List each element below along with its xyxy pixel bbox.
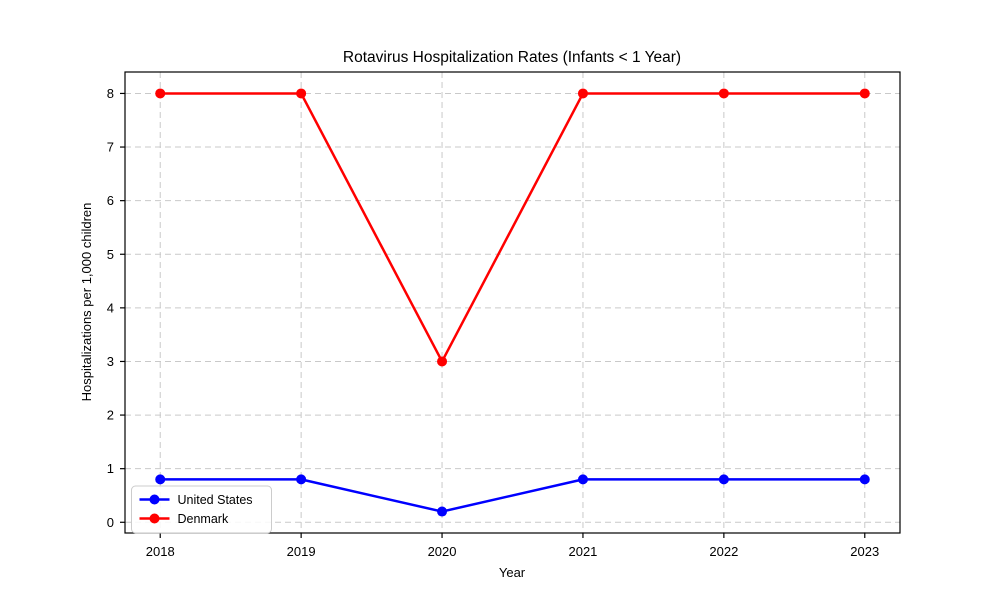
y-tick-label: 7 xyxy=(107,140,114,155)
tick-layer xyxy=(120,92,866,538)
y-axis-label: Hospitalizations per 1,000 children xyxy=(79,203,94,402)
x-tick-label: 2018 xyxy=(146,544,175,559)
legend-box xyxy=(131,485,272,534)
legend: United States Denmark xyxy=(131,485,272,534)
x-tick-label: 2019 xyxy=(287,544,316,559)
y-tick-label: 1 xyxy=(107,461,114,476)
y-tick-label: 2 xyxy=(107,408,114,423)
data-point-denmark-2018 xyxy=(155,88,166,99)
grid-layer xyxy=(125,72,900,533)
series-layer xyxy=(155,88,870,517)
plot-border xyxy=(124,71,901,534)
data-point-united-states-2021 xyxy=(577,474,588,485)
y-tick-label: 0 xyxy=(107,515,114,530)
series-line-denmark xyxy=(160,92,865,363)
data-point-united-states-2020 xyxy=(437,506,448,517)
y-tick-label: 6 xyxy=(107,193,114,208)
legend-marker-dot-denmark xyxy=(149,513,160,524)
y-tick-label: 5 xyxy=(107,247,114,262)
x-tick-label: 2021 xyxy=(568,544,597,559)
legend-label-denmark: Denmark xyxy=(178,512,229,526)
x-tick-label: 2023 xyxy=(850,544,879,559)
data-point-denmark-2021 xyxy=(577,88,588,99)
legend-marker-dot-united-states xyxy=(149,494,160,505)
data-point-denmark-2022 xyxy=(718,88,729,99)
data-point-united-states-2023 xyxy=(859,474,870,485)
chart-title: Rotavirus Hospitalization Rates (Infants… xyxy=(343,49,681,66)
legend-label-united-states: United States xyxy=(178,493,253,507)
data-point-denmark-2023 xyxy=(859,88,870,99)
y-tick-label: 4 xyxy=(107,300,114,315)
data-point-denmark-2020 xyxy=(437,356,448,367)
x-tick-label: 2022 xyxy=(709,544,738,559)
y-tick-label: 8 xyxy=(107,86,114,101)
series-line-united-states xyxy=(160,478,865,513)
y-tick-label: 3 xyxy=(107,354,114,369)
data-point-denmark-2019 xyxy=(296,88,307,99)
x-axis-label: Year xyxy=(499,565,526,580)
data-point-united-states-2022 xyxy=(718,474,729,485)
data-point-united-states-2019 xyxy=(296,474,307,485)
tick-label-layer: 2018 2019 2020 2021 2022 2023 0 1 2 3 4 5 6 7 8 xyxy=(107,86,879,559)
data-point-united-states-2018 xyxy=(155,474,166,485)
x-tick-label: 2020 xyxy=(428,544,457,559)
